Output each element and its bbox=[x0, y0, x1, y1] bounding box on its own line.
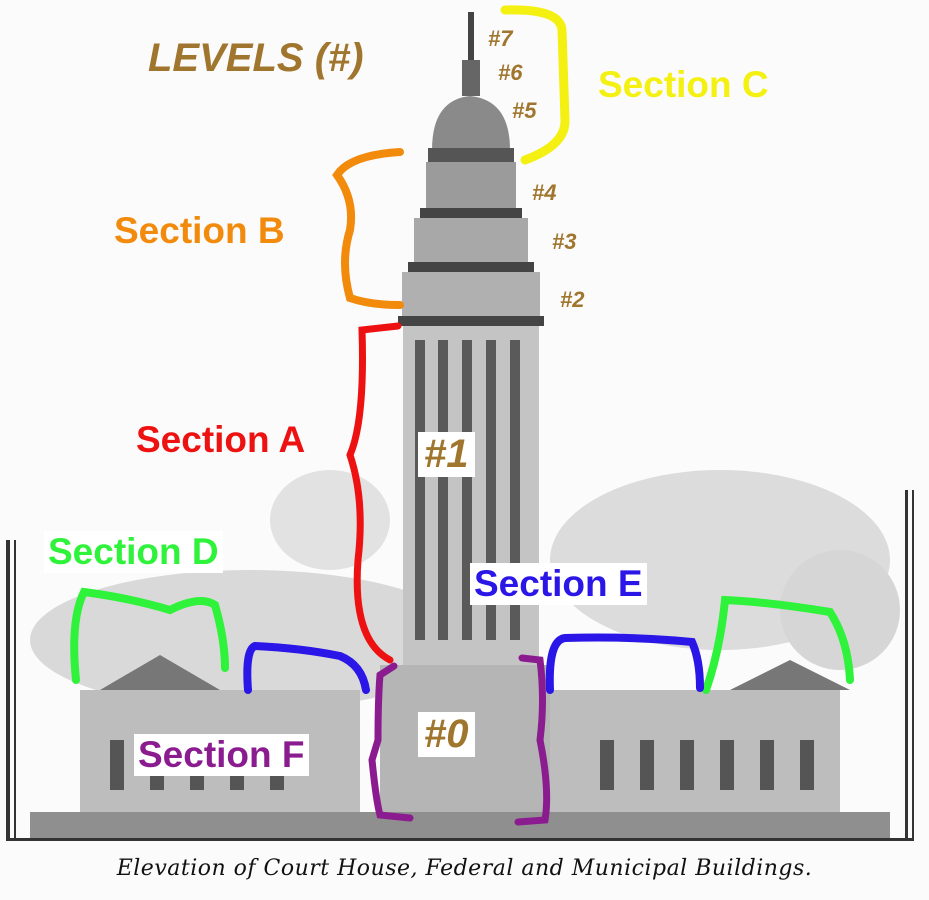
section-e-bracket-left bbox=[243, 641, 370, 694]
section-d-bracket bbox=[70, 587, 229, 684]
diagram-caption: Elevation of Court House, Federal and Mu… bbox=[116, 856, 813, 881]
level-label-7: #7 bbox=[488, 26, 513, 51]
section-c-bracket bbox=[500, 5, 570, 165]
level-label-4: #4 bbox=[532, 180, 557, 205]
section-a-label: Section A bbox=[136, 419, 306, 460]
levels-title: LEVELS (#) bbox=[148, 36, 364, 80]
level-label-5: #5 bbox=[512, 98, 537, 123]
level-label-6: #6 bbox=[498, 60, 523, 85]
section-e-label: Section E bbox=[470, 563, 647, 605]
level-label-3: #3 bbox=[552, 229, 577, 254]
level-label-1: #1 bbox=[418, 432, 475, 477]
section-c-label: Section C bbox=[598, 64, 769, 105]
section-f-bracket-left bbox=[368, 662, 414, 822]
section-b-label: Section B bbox=[114, 210, 285, 251]
section-f-bracket-right bbox=[514, 654, 551, 826]
level-label-2: #2 bbox=[560, 287, 585, 312]
section-d-bracket-right bbox=[702, 595, 854, 694]
level-label-0: #0 bbox=[418, 712, 475, 757]
section-a-bracket bbox=[346, 322, 402, 664]
section-e-bracket-right bbox=[545, 633, 704, 694]
section-d-label: Section D bbox=[44, 531, 223, 573]
section-f-label: Section F bbox=[134, 734, 309, 776]
section-b-bracket bbox=[332, 148, 404, 309]
